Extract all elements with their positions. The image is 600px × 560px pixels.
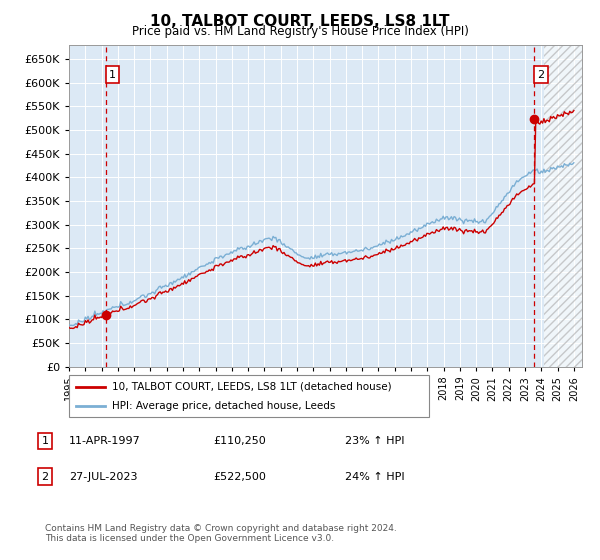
Text: £110,250: £110,250 <box>213 436 266 446</box>
FancyBboxPatch shape <box>69 375 429 417</box>
Text: 2: 2 <box>537 69 544 80</box>
Text: HPI: Average price, detached house, Leeds: HPI: Average price, detached house, Leed… <box>112 401 335 411</box>
Text: Contains HM Land Registry data © Crown copyright and database right 2024.
This d: Contains HM Land Registry data © Crown c… <box>45 524 397 543</box>
Text: £522,500: £522,500 <box>213 472 266 482</box>
Text: 11-APR-1997: 11-APR-1997 <box>69 436 141 446</box>
Text: 1: 1 <box>109 69 116 80</box>
Text: 1: 1 <box>41 436 49 446</box>
Text: 27-JUL-2023: 27-JUL-2023 <box>69 472 137 482</box>
Text: 10, TALBOT COURT, LEEDS, LS8 1LT: 10, TALBOT COURT, LEEDS, LS8 1LT <box>150 14 450 29</box>
Text: 24% ↑ HPI: 24% ↑ HPI <box>345 472 404 482</box>
Text: 10, TALBOT COURT, LEEDS, LS8 1LT (detached house): 10, TALBOT COURT, LEEDS, LS8 1LT (detach… <box>112 381 392 391</box>
Text: 23% ↑ HPI: 23% ↑ HPI <box>345 436 404 446</box>
Text: Price paid vs. HM Land Registry's House Price Index (HPI): Price paid vs. HM Land Registry's House … <box>131 25 469 38</box>
Text: 2: 2 <box>41 472 49 482</box>
